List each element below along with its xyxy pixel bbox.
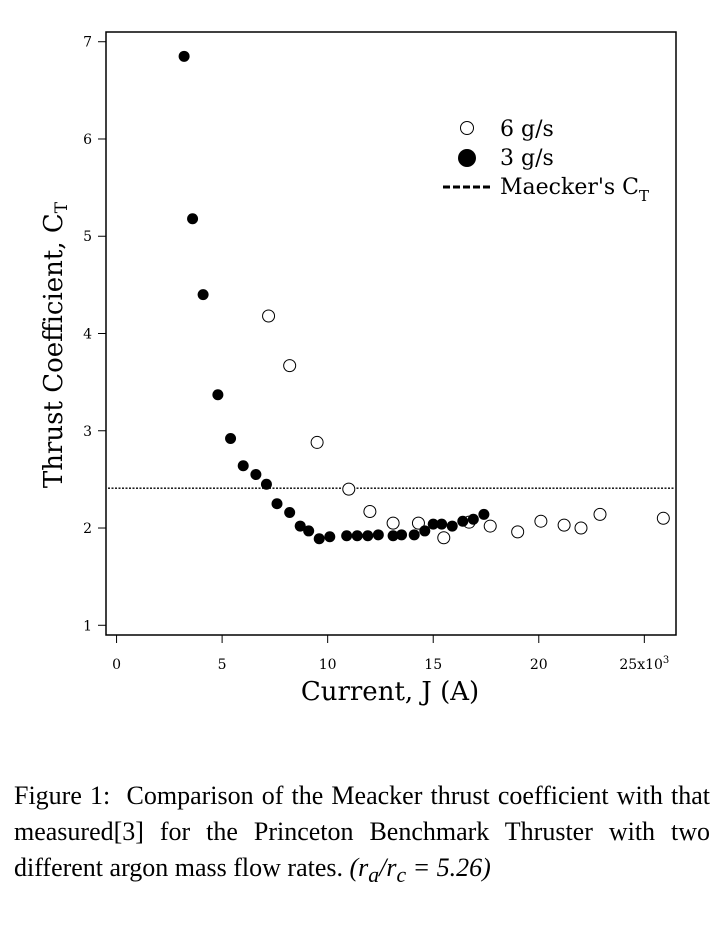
point-3gs: [446, 520, 458, 532]
point-3gs: [303, 525, 315, 537]
point-6gs: [283, 359, 297, 373]
plot-frame: [105, 31, 677, 636]
point-3gs: [467, 513, 479, 525]
data-points: [178, 50, 670, 545]
point-3gs: [250, 469, 262, 481]
x-axis-title: Current, J (A): [301, 677, 479, 707]
point-3gs: [396, 529, 408, 541]
y-tick-label: 2: [83, 521, 92, 537]
point-3gs: [372, 529, 384, 541]
y-tick-label: 5: [83, 229, 92, 245]
caption-text: Comparison of the Meacker thrust coeffic…: [14, 781, 711, 882]
point-3gs: [436, 518, 448, 530]
x-tick-label: 0: [112, 657, 121, 673]
point-6gs: [262, 309, 276, 323]
x-tick-label: 20: [530, 657, 548, 673]
legend-marker-3gs: [458, 149, 476, 167]
point-3gs: [341, 530, 353, 542]
point-3gs: [457, 515, 469, 527]
point-6gs: [483, 519, 497, 533]
y-axis-ticks: 1 2 3 4 5 6 7: [83, 35, 106, 634]
point-3gs: [408, 529, 420, 541]
caption-label: Figure 1:: [14, 781, 111, 810]
y-axis-title-subscript: T: [52, 201, 72, 213]
y-tick-label: 1: [83, 618, 92, 634]
point-6gs: [437, 531, 451, 545]
point-6gs: [511, 525, 525, 539]
legend-marker-6gs: [460, 121, 474, 135]
point-3gs: [478, 508, 490, 520]
x-tick-label: 5: [218, 657, 227, 673]
x-tick-label: 25x103: [619, 655, 669, 673]
figure-caption: Figure 1: Comparison of the Meacker thru…: [14, 778, 710, 893]
legend-label-6gs: 6 g/s: [500, 117, 554, 142]
caption-ratio: (ra/rc = 5.26): [349, 853, 491, 888]
y-tick-label: 4: [83, 327, 92, 343]
y-tick-label: 3: [83, 424, 92, 440]
chart: 0 5 10 15 20 25x103 1 2 3 4 5 6 7 Current, J (A) Th…: [39, 31, 677, 707]
point-3gs: [197, 289, 209, 301]
legend: 6 g/s 3 g/s Maecker's CT: [443, 117, 649, 205]
point-3gs: [351, 530, 363, 542]
x-tick-label-exponent: 3: [663, 655, 669, 666]
point-6gs: [534, 514, 548, 528]
point-3gs: [419, 525, 431, 537]
point-3gs: [187, 213, 199, 225]
y-tick-label: 7: [83, 35, 92, 51]
point-3gs: [212, 389, 224, 401]
point-3gs: [324, 531, 336, 543]
point-6gs: [411, 516, 425, 530]
point-3gs: [271, 498, 283, 510]
y-tick-label: 6: [83, 132, 92, 148]
point-6gs: [310, 435, 324, 449]
point-3gs: [387, 530, 399, 542]
point-3gs: [362, 530, 374, 542]
point-6gs: [656, 511, 670, 525]
point-6gs: [574, 521, 588, 535]
point-3gs: [178, 50, 190, 62]
point-3gs: [260, 478, 272, 490]
legend-label-maecker: Maecker's CT: [500, 175, 649, 205]
x-tick-label: 15: [424, 657, 442, 673]
point-3gs: [294, 520, 306, 532]
x-tick-label: 10: [319, 657, 337, 673]
point-6gs: [342, 482, 356, 496]
point-3gs: [225, 433, 237, 445]
y-axis-title: Thrust Coefficient, CT: [39, 201, 72, 488]
point-3gs: [237, 460, 249, 472]
point-6gs: [557, 518, 571, 532]
point-6gs: [593, 507, 607, 521]
point-3gs: [427, 518, 439, 530]
point-3gs: [313, 533, 325, 545]
legend-label-maecker-main: Maecker's C: [500, 175, 639, 200]
point-6gs: [386, 516, 400, 530]
legend-label-3gs: 3 g/s: [500, 146, 554, 171]
point-6gs: [363, 504, 377, 518]
x-axis-ticks: 0 5 10 15 20 25x103: [112, 635, 669, 673]
y-axis-title-main: Thrust Coefficient, C: [39, 213, 69, 488]
legend-label-maecker-subscript: T: [639, 187, 649, 205]
point-3gs: [284, 506, 296, 518]
